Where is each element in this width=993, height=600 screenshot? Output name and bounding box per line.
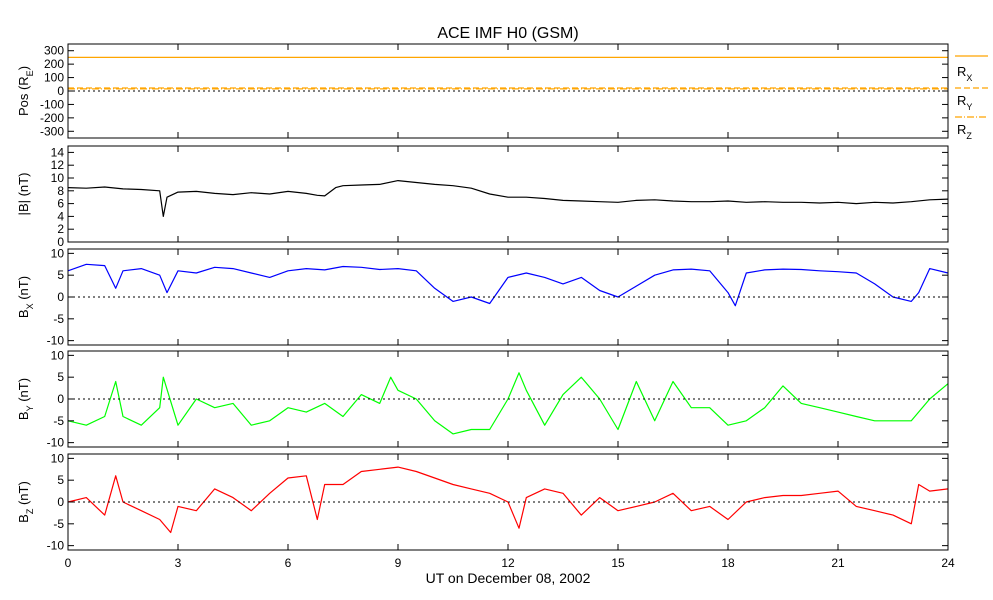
y-tick-label-by: 0 [57,392,64,406]
x-tick-label: 0 [65,556,72,570]
y-tick-label-bt: 0 [57,235,64,249]
panel-bz: 10 5 0 -5 -10 BZ (nT) [16,451,949,553]
y-tick-label-pos: -200 [40,111,64,125]
chart-title: ACE IMF H0 (GSM) [437,25,578,42]
y-tick-label-bz: -5 [53,517,64,531]
series-line-bt-|B| [67,180,949,217]
panel-bx: 10 5 0 -5 -10 BX (nT) [16,246,949,348]
y-tick-label-pos: 0 [57,84,64,98]
x-tick-label: 15 [611,556,625,570]
y-axis-label-bz: BZ (nT) [16,481,35,523]
y-tick-label-bt: 14 [51,145,65,159]
y-tick-label-pos: 100 [44,71,64,85]
y-tick-label-bx: 0 [57,290,64,304]
y-tick-label-bt: 6 [57,197,64,211]
y-axis-label-bx: BX (nT) [16,276,35,318]
y-tick-label-bz: 10 [51,451,65,465]
y-tick-label-by: 10 [51,348,65,362]
legend-label-x: RX [957,64,972,83]
y-tick-label-bt: 2 [57,222,64,236]
y-tick-label-bx: -5 [53,312,64,326]
y-tick-label-bx: 5 [57,268,64,282]
y-tick-label-pos: 200 [44,57,64,71]
y-tick-label-bt: 12 [51,158,65,172]
legend-label-y: RY [957,93,972,112]
y-axis-label-bt: |B| (nT) [16,173,31,216]
y-tick-label-by: 5 [57,370,64,384]
y-tick-label-bz: 5 [57,473,64,487]
x-axis-title: UT on December 08, 2002 [426,570,591,586]
y-axis-label-pos: Pos (RE) [16,66,35,116]
x-tick-label: 21 [831,556,845,570]
x-tick-label: 6 [285,556,292,570]
x-tick-label: 24 [941,556,955,570]
y-tick-label-bt: 4 [57,209,64,223]
x-tick-label: 18 [721,556,735,570]
y-tick-label-by: -5 [53,414,64,428]
series-line-bx-Bx [67,263,949,307]
legend-label-z: RZ [957,122,972,141]
y-axis-label-by: BY (nT) [16,378,35,420]
y-tick-label-bz: -10 [47,539,65,553]
y-tick-label-by: -10 [47,436,65,450]
x-tick-label: 3 [175,556,182,570]
y-tick-label-bx: -10 [47,334,65,348]
series-line-by-By [67,372,949,435]
y-tick-label-bx: 10 [51,246,65,260]
series-line-bz-Bz [67,466,949,534]
y-tick-label-pos: 300 [44,44,64,58]
x-tick-label: 12 [501,556,515,570]
panel-by: 10 5 0 -5 -10 BY (nT) [16,348,949,450]
y-tick-label-pos: -100 [40,97,64,111]
y-tick-label-pos: -300 [40,124,64,138]
x-tick-label: 9 [395,556,402,570]
y-tick-label-bz: 0 [57,495,64,509]
y-tick-label-bt: 10 [51,171,65,185]
panel-frame-bt [67,145,949,243]
y-tick-label-bt: 8 [57,184,64,198]
